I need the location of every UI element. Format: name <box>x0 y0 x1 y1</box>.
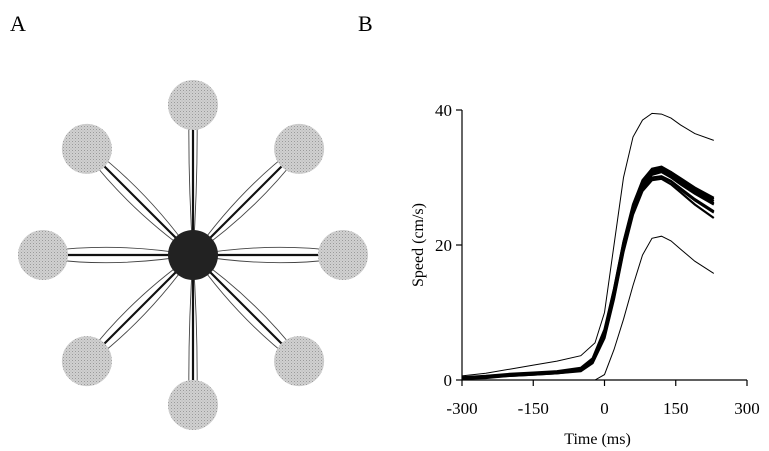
mean-speed-trace <box>461 165 715 379</box>
lower-envelope-line <box>462 235 715 381</box>
speed-traces <box>461 112 715 381</box>
mean-speed-trace <box>461 168 715 380</box>
y-axis-label: Speed (cm/s) <box>410 203 427 287</box>
upper-envelope-line <box>461 112 714 377</box>
x-tick-label: -150 <box>518 399 549 418</box>
x-tick-label: 150 <box>663 399 689 418</box>
x-ticks: -300 -150 0 150 300 <box>446 380 760 418</box>
x-axis-label: Time (ms) <box>564 431 631 448</box>
mean-speed-trace <box>461 175 715 380</box>
y-tick-label: 40 <box>435 101 452 120</box>
peripheral-targets <box>18 80 368 430</box>
panel-label-a: A <box>10 11 26 36</box>
peripheral-target <box>61 336 112 387</box>
peripheral-target <box>168 380 218 430</box>
center-target <box>168 230 218 280</box>
mean-speed-trace <box>461 175 715 380</box>
peripheral-target <box>18 230 68 280</box>
y-tick-label: 20 <box>435 236 452 255</box>
peripheral-target <box>318 230 368 280</box>
peripheral-target <box>274 123 325 174</box>
peripheral-target <box>168 80 218 130</box>
panel-label-b: B <box>358 11 373 36</box>
x-tick-label: 0 <box>600 399 609 418</box>
mean-speed-trace <box>461 170 715 379</box>
y-ticks: 0 20 40 <box>435 101 462 390</box>
mean-speed-trace <box>461 170 715 380</box>
mean-speed-trace <box>461 166 715 380</box>
center-out-diagram <box>18 80 368 430</box>
y-tick-label: 0 <box>444 371 453 390</box>
peripheral-target <box>274 336 325 387</box>
x-tick-label: -300 <box>446 399 477 418</box>
peripheral-target <box>61 123 112 174</box>
speed-chart: 0 20 40 -300 -150 0 150 300 Speed (cm/s) Time … <box>410 101 760 448</box>
x-tick-label: 300 <box>734 399 760 418</box>
